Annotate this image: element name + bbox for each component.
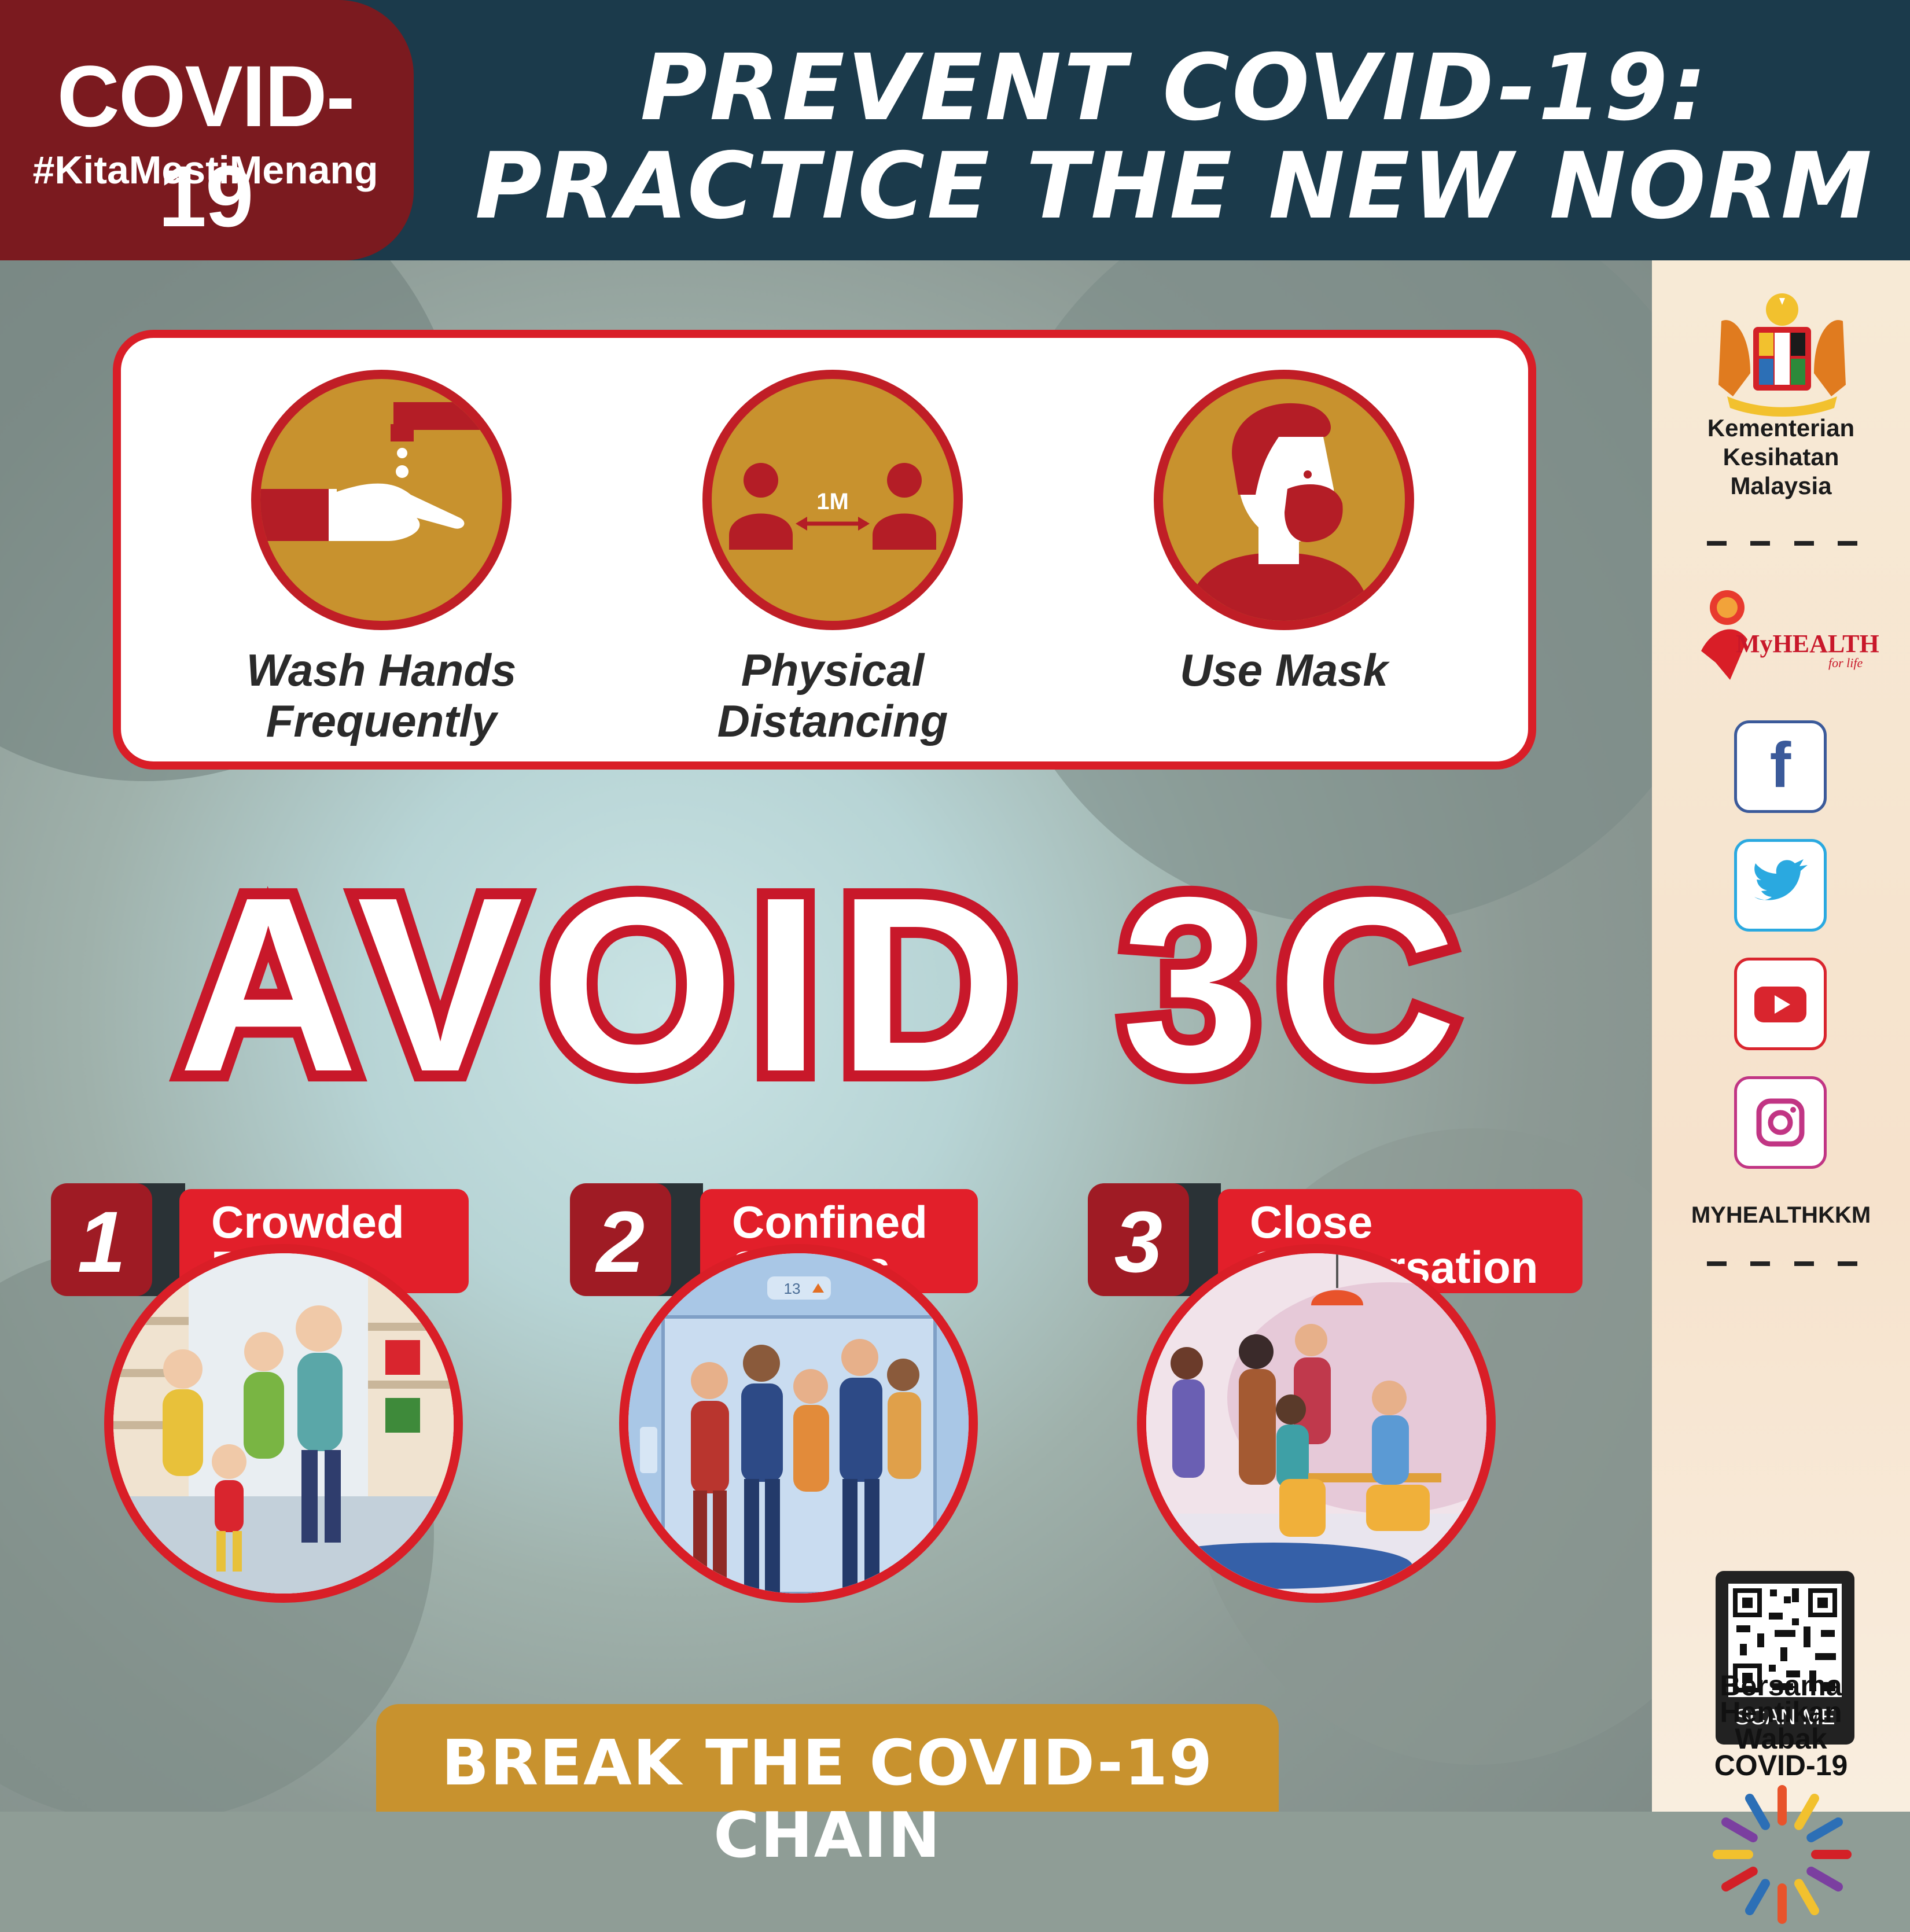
qr-label: SCAN ME bbox=[1735, 1705, 1835, 1729]
hand-washing-icon bbox=[251, 370, 511, 630]
ministry-line: Malaysia bbox=[1730, 472, 1832, 499]
distance-label: 1M bbox=[816, 489, 849, 514]
campaign-line: Hentikan bbox=[1720, 1696, 1842, 1728]
floor-indicator: 13 bbox=[784, 1280, 801, 1297]
myhealth-logo: MyHEALTH for life bbox=[1684, 582, 1880, 686]
social-handle: MYHEALTHKKM bbox=[1691, 1202, 1871, 1228]
covid-badge: COVID-19 #KitaMestiMenang bbox=[0, 0, 414, 260]
label-line: Wash Hands bbox=[246, 645, 517, 695]
step-number-2: 2 bbox=[570, 1183, 671, 1296]
supermarket-crowd-illustration bbox=[104, 1244, 463, 1603]
ministry-line: Kesihatan bbox=[1723, 443, 1839, 470]
divider bbox=[1707, 1261, 1857, 1267]
avoid-heading: AVOID 3C bbox=[0, 835, 1652, 1135]
page-title-line1: PREVENT COVID-19: bbox=[640, 35, 1709, 141]
practices-card: Wash Hands Frequently 1M Physical Distan… bbox=[113, 330, 1536, 770]
avoid-3c-text: AVOID 3C bbox=[178, 846, 1474, 1124]
physical-distancing-icon: 1M bbox=[702, 370, 963, 630]
step-number-text: 2 bbox=[596, 1193, 645, 1290]
step-number-1: 1 bbox=[51, 1183, 152, 1296]
svg-text:f: f bbox=[1770, 730, 1791, 801]
qr-pattern bbox=[1728, 1584, 1842, 1697]
twitter-icon[interactable] bbox=[1734, 839, 1827, 932]
label-line: Crowded bbox=[211, 1197, 404, 1247]
myhealth-logo-text: MyHEALTH bbox=[1736, 630, 1879, 658]
facebook-icon[interactable]: f bbox=[1734, 720, 1827, 813]
label-line: Confined bbox=[732, 1197, 928, 1247]
wash-hands-label: Wash Hands Frequently bbox=[179, 645, 584, 746]
use-mask-label: Use Mask bbox=[1081, 645, 1486, 695]
myhealth-tagline: for life bbox=[1828, 656, 1863, 670]
group-conversation-illustration bbox=[1137, 1244, 1496, 1603]
page-title-line2: PRACTICE THE NEW NORM bbox=[474, 133, 1875, 240]
step-number-text: 3 bbox=[1114, 1193, 1163, 1290]
campaign-line: COVID-19 bbox=[1714, 1749, 1848, 1782]
step-number-text: 1 bbox=[77, 1193, 126, 1290]
label-line: Close bbox=[1250, 1197, 1373, 1247]
ministry-name: Kementerian Kesihatan Malaysia bbox=[1652, 414, 1910, 501]
campaign-line: Bersama bbox=[1720, 1669, 1842, 1702]
sidebar: Kementerian Kesihatan Malaysia MyHEALTH … bbox=[1652, 260, 1910, 1924]
step-number-3: 3 bbox=[1088, 1183, 1189, 1296]
label-line: Use Mask bbox=[1180, 645, 1388, 695]
divider bbox=[1707, 541, 1857, 547]
qr-code[interactable]: SCAN ME bbox=[1716, 1571, 1854, 1745]
badge-hashtag: #KitaMestiMenang bbox=[32, 148, 378, 192]
label-line: Physical bbox=[741, 645, 925, 695]
label-line: Distancing bbox=[717, 695, 948, 746]
break-chain-banner: BREAK THE COVID-19 CHAIN bbox=[376, 1704, 1279, 1872]
youtube-icon[interactable] bbox=[1734, 958, 1827, 1050]
break-chain-text: BREAK THE COVID-19 CHAIN bbox=[441, 1727, 1214, 1872]
instagram-icon[interactable] bbox=[1734, 1076, 1827, 1169]
campaign-line: Wabak bbox=[1735, 1723, 1827, 1755]
elevator-crowd-illustration: 13 bbox=[619, 1244, 978, 1603]
malaysia-coat-of-arms-logo bbox=[1710, 286, 1854, 419]
campaign-text: Bersama Hentikan Wabak COVID-19 bbox=[1652, 1669, 1910, 1782]
campaign-logo bbox=[1710, 1779, 1854, 1930]
physical-distancing-label: Physical Distancing bbox=[630, 645, 1035, 746]
badge-title: COVID-19 bbox=[57, 47, 355, 245]
ministry-line: Kementerian bbox=[1707, 414, 1855, 441]
face-mask-icon bbox=[1154, 370, 1414, 630]
header-bar: COVID-19 #KitaMestiMenang PREVENT COVID-… bbox=[0, 0, 1910, 260]
label-line: Frequently bbox=[266, 695, 497, 746]
